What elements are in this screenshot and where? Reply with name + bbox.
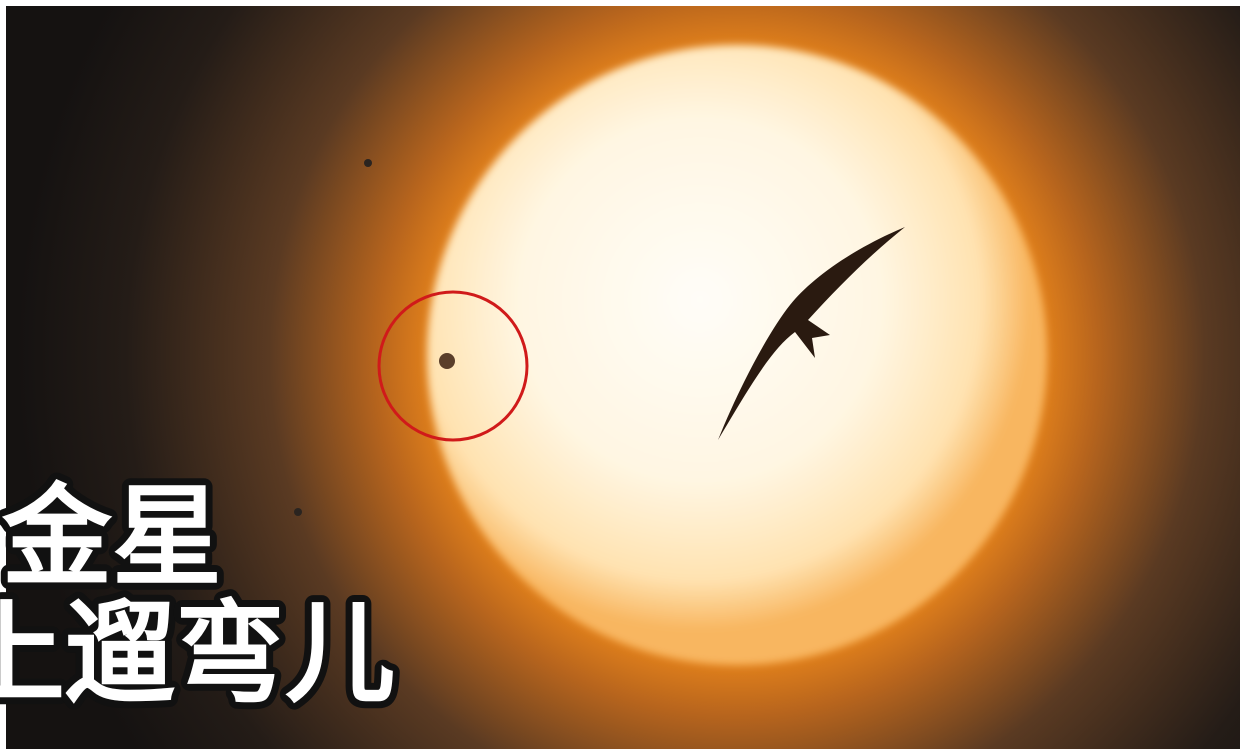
speck <box>364 159 372 167</box>
caption-line-2: 上遛弯儿 <box>0 590 395 718</box>
photo: 金星 上遛弯儿 <box>0 0 1240 749</box>
venus <box>439 353 455 369</box>
sun <box>427 45 1047 665</box>
page: {"overlay_text": {"line1": "金星", "line2"… <box>0 0 1240 749</box>
caption-line-1: 金星 <box>1 473 222 601</box>
body: 金星 上遛弯儿 (() => { const data = JSON.parse… <box>0 0 1240 749</box>
speck <box>294 508 302 516</box>
